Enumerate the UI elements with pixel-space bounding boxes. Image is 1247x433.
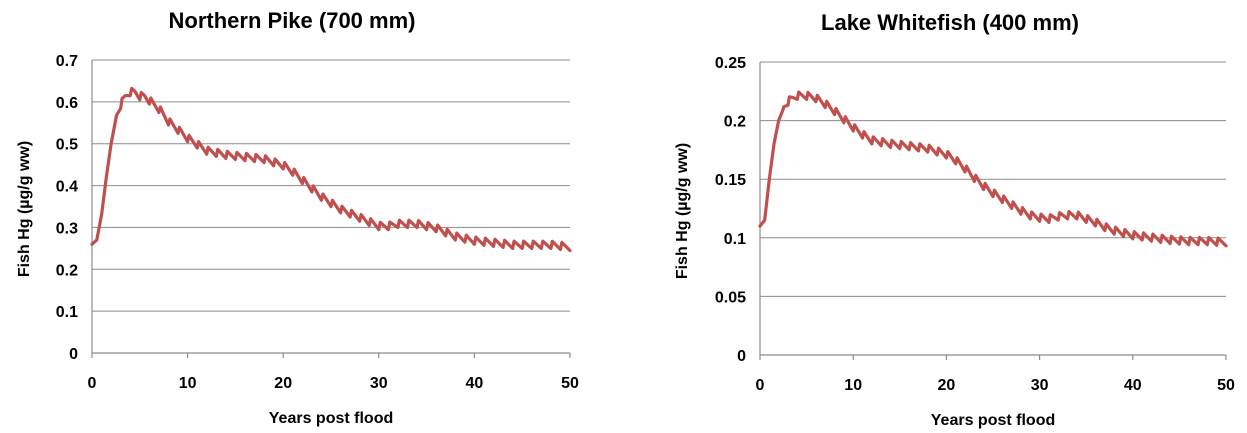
y-tick-label: 0.25	[715, 55, 746, 72]
x-tick-labels: 0 10 20 30 40 50	[88, 353, 579, 392]
x-tick-label: 20	[938, 377, 956, 394]
y-tick-label: 0.6	[56, 95, 78, 112]
series-group	[90, 86, 572, 253]
y-axis-label: Fish Hg (µg/g ww)	[16, 141, 33, 277]
x-tick-label: 50	[1217, 377, 1235, 394]
y-tick-label: 0.15	[715, 172, 746, 189]
x-tick-label: 50	[561, 375, 579, 392]
y-tick-labels: 0 0.05 0.1 0.15 0.2 0.25	[715, 55, 746, 365]
y-tick-label: 0.2	[724, 114, 746, 131]
series-group	[758, 90, 1228, 248]
x-tick-label: 0	[88, 375, 97, 392]
x-tick-label: 20	[274, 375, 292, 392]
x-tick-label: 40	[466, 375, 484, 392]
y-tick-label: 0.3	[56, 220, 78, 237]
x-tick-label: 40	[1124, 377, 1142, 394]
x-axis-label: Years post flood	[269, 410, 393, 427]
x-tick-labels: 0 10 20 30 40 50	[756, 355, 1235, 394]
gridlines	[760, 61, 1226, 297]
y-tick-label: 0.7	[56, 53, 78, 70]
y-tick-label: 0.1	[56, 304, 78, 321]
x-axis-label: Years post flood	[931, 412, 1055, 429]
y-tick-label: 0.4	[56, 179, 78, 196]
y-tick-labels: 0 0.1 0.2 0.3 0.4 0.5 0.6 0.7	[56, 53, 78, 363]
series-line	[90, 86, 572, 253]
chart-title: Lake Whitefish (400 mm)	[821, 10, 1079, 35]
x-tick-label: 30	[1031, 377, 1049, 394]
x-tick-label: 10	[844, 377, 862, 394]
x-tick-label: 10	[179, 375, 197, 392]
y-tick-label: 0.1	[724, 231, 746, 248]
y-tick-label: 0	[737, 348, 746, 365]
series-line	[758, 90, 1228, 248]
x-tick-label: 30	[370, 375, 388, 392]
x-tick-label: 0	[756, 377, 765, 394]
chart-lake-whitefish: Lake Whitefish (400 mm) Years post flood…	[674, 10, 1235, 429]
y-tick-label: 0	[69, 346, 78, 363]
y-tick-label: 0.05	[715, 289, 746, 306]
y-axis-label: Fish Hg (µg/g ww)	[674, 143, 691, 279]
chart-title: Northern Pike (700 mm)	[169, 8, 416, 33]
gridlines	[92, 59, 570, 312]
y-tick-label: 0.2	[56, 262, 78, 279]
chart-northern-pike: Northern Pike (700 mm) Years post flood …	[16, 8, 579, 427]
y-tick-label: 0.5	[56, 137, 78, 154]
